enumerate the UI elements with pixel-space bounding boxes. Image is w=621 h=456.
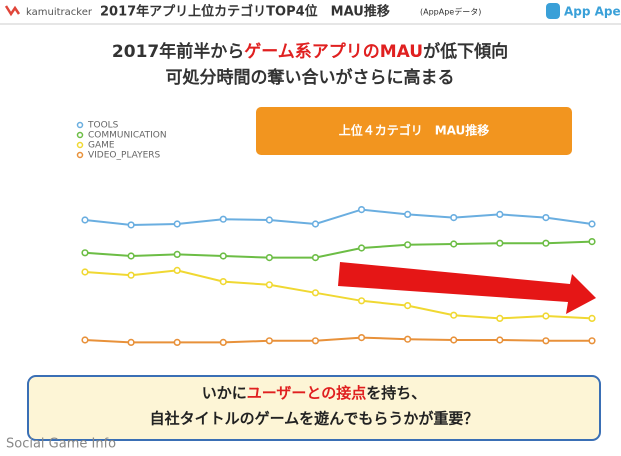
legend-label: TOOLS [87, 121, 119, 131]
point [311, 254, 320, 262]
chart-title: 上位４カテゴリ MAU推移 [339, 123, 490, 138]
point [173, 266, 181, 275]
point [311, 289, 320, 297]
point [542, 337, 550, 345]
point [404, 335, 412, 343]
footer-part: を持ち、 [366, 384, 426, 402]
point [265, 281, 273, 289]
point [404, 302, 412, 310]
series-line [84, 269, 593, 320]
logo-icon [4, 5, 21, 17]
point [311, 337, 320, 345]
footer-part: いかに [202, 384, 247, 402]
point [542, 312, 550, 320]
legend-label: COMMUNICATION [88, 131, 167, 141]
point [173, 220, 181, 228]
headline-2: 可処分時間の奪い合いがさらに高まる [166, 67, 455, 88]
series-line [84, 240, 593, 259]
point [496, 336, 504, 344]
point [81, 336, 89, 344]
point [219, 278, 227, 286]
point [588, 337, 596, 345]
point [173, 250, 181, 258]
point [496, 210, 504, 218]
point [127, 271, 135, 279]
point [311, 220, 320, 228]
point [127, 221, 135, 229]
legend-marker [76, 151, 84, 159]
point [265, 216, 273, 224]
headline-part: 2017年前半から [112, 41, 244, 62]
point [357, 206, 366, 214]
watermark: Social Game Info [6, 437, 116, 452]
trend-arrow [338, 262, 596, 314]
point [219, 215, 227, 223]
legend-label: VIDEO_PLAYERS [88, 151, 161, 161]
legend-marker [76, 121, 84, 129]
footer-2: 自社タイトルのゲームを遊んでもらうかが重要？ [150, 410, 479, 428]
point [357, 297, 366, 305]
point [450, 214, 458, 222]
legend-marker [76, 131, 84, 139]
point [219, 338, 227, 347]
point [357, 244, 366, 252]
footer-box [27, 375, 601, 441]
brand-icon [546, 3, 560, 19]
legend-label: GAME [88, 141, 115, 151]
point [81, 216, 89, 224]
headline-part: が低下傾向 [423, 41, 508, 62]
chart-title-box [256, 107, 572, 155]
brand: App Ape [564, 5, 621, 19]
point [404, 241, 412, 249]
point [496, 314, 504, 323]
point [542, 214, 550, 222]
point [588, 314, 596, 323]
point [265, 337, 273, 345]
header-source: (AppApeデータ) [420, 7, 481, 17]
header-title: 2017年アプリ上位カテゴリTOP4位 MAU推移 [100, 4, 390, 20]
footer-1: いかにユーザーとの接点を持ち、 [202, 384, 427, 402]
headline-highlight: ゲーム系アプリのMAU [244, 41, 423, 62]
point [588, 238, 596, 246]
series-line [84, 208, 593, 226]
point [219, 252, 227, 260]
footer-highlight: ユーザーとの接点 [247, 384, 367, 402]
point [127, 252, 135, 260]
point [450, 311, 458, 319]
point [173, 338, 181, 347]
legend-marker [76, 141, 84, 149]
point [81, 249, 89, 257]
point [357, 334, 366, 342]
point [450, 240, 458, 248]
point [265, 254, 273, 262]
point [127, 338, 135, 347]
point [404, 210, 412, 218]
point [496, 239, 504, 247]
series-line [84, 336, 592, 344]
point [81, 268, 89, 276]
point [450, 336, 458, 344]
point [542, 239, 550, 247]
headline-1: 2017年前半からゲーム系アプリのMAUが低下傾向 [112, 41, 508, 62]
point [588, 220, 596, 228]
logo: kamuitracker [26, 7, 93, 18]
